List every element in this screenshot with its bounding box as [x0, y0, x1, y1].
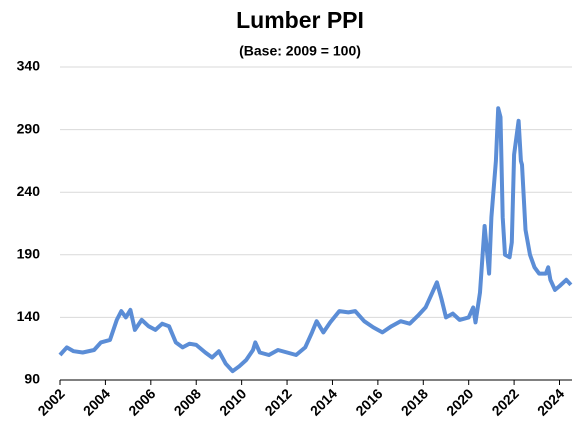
x-tick-label: 2018 [398, 385, 431, 418]
x-tick-label: 2008 [171, 385, 204, 418]
y-tick-label: 290 [17, 120, 41, 136]
y-tick-label: 340 [17, 58, 41, 74]
x-tick-label: 2004 [80, 385, 113, 418]
x-tick-label: 2024 [534, 385, 567, 418]
y-tick-label: 190 [17, 246, 41, 262]
x-tick-label: 2002 [34, 385, 67, 418]
y-tick-label: 90 [24, 371, 40, 387]
x-tick-label: 2022 [488, 385, 521, 418]
chart-subtitle: (Base: 2009 = 100) [239, 43, 361, 59]
x-tick-label: 2014 [307, 385, 340, 418]
y-tick-label: 240 [17, 183, 41, 199]
x-tick-label: 2012 [261, 385, 294, 418]
x-tick-label: 2010 [216, 385, 249, 418]
data-line [58, 106, 573, 374]
chart-title: Lumber PPI [236, 7, 364, 33]
y-tick-label: 140 [17, 308, 41, 324]
x-tick-label: 2020 [443, 385, 476, 418]
x-tick-label: 2006 [125, 385, 158, 418]
x-tick-label: 2016 [352, 385, 385, 418]
